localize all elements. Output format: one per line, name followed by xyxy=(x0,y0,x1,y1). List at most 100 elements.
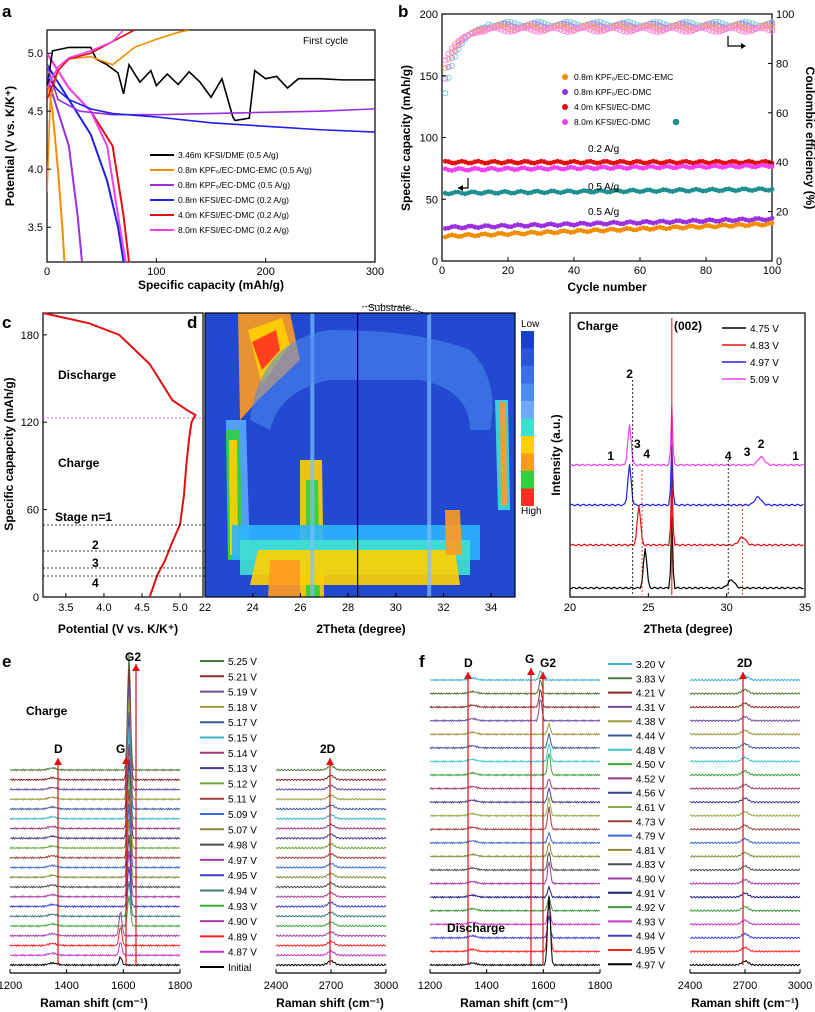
a-ytick-label-1: 4.0 xyxy=(28,164,43,176)
f-left-curve-15 xyxy=(429,861,601,886)
b-ce-point-3-23 xyxy=(514,26,522,33)
b-ce-point-3-1 xyxy=(442,57,449,64)
b-ce-point-3-89 xyxy=(732,25,739,32)
b-ce-point-1-90 xyxy=(735,20,743,28)
d2-legend-label-3: 5.09 V xyxy=(750,375,779,386)
b-ce-point-3-88 xyxy=(729,24,736,31)
f-left-curve-11 xyxy=(429,806,601,831)
b-legend-dot-0 xyxy=(562,74,568,80)
panel-d2-ylabel: Intensity (a.u.) xyxy=(549,414,563,495)
b-ce-point-2-98 xyxy=(762,22,769,29)
b-ce-point-3-92 xyxy=(742,28,749,35)
colorbar-swatch-3 xyxy=(521,383,534,401)
b-ce-point-3-31 xyxy=(541,27,548,34)
b-right-arrowhead xyxy=(741,43,746,49)
b-capacity-point-1-41 xyxy=(574,166,580,172)
b-ce-point-3-40 xyxy=(570,27,578,34)
panel-e-peak-G2: G2 xyxy=(125,650,141,664)
charge-curve-5 xyxy=(47,30,125,89)
panel-a-xlabel: Specific capacity (mAh/g) xyxy=(138,278,284,292)
d-xtick-label-3: 28 xyxy=(342,602,354,614)
panel-b-legend: 0.8m KPF₆/EC-DMC-EMC 0.8m KPF₆/EC-DMC 4.0m… xyxy=(562,72,680,127)
f-left-curve-10 xyxy=(429,797,601,818)
e-legend-label-17: 4.90 V xyxy=(228,917,257,928)
b-ce-point-3-13 xyxy=(481,28,488,35)
d-lower-orange xyxy=(268,560,300,597)
panel-e-xlabel-left: Raman shift (cm⁻¹) xyxy=(40,996,148,1010)
panel-f-plot xyxy=(429,668,801,967)
b-ce-point-3-55 xyxy=(620,27,627,35)
f-left-curve-13 xyxy=(429,841,601,859)
b-right-arrow xyxy=(727,36,742,47)
b-ce-point-3-82 xyxy=(709,27,716,35)
e-right-curve-0 xyxy=(275,764,387,772)
f-right-curve-20 xyxy=(689,946,801,953)
f-left-curve-16 xyxy=(429,885,601,899)
b-ce-point-3-80 xyxy=(702,25,710,32)
e-legend-label-2: 5.19 V xyxy=(228,688,257,699)
e-legend-label-5: 5.15 V xyxy=(228,734,257,745)
panel-e-label: e xyxy=(2,652,11,671)
e-left-curve-9 xyxy=(9,789,181,860)
colorbar-swatch-2 xyxy=(521,366,534,384)
f-legend-label-3: 4.31 V xyxy=(636,703,665,714)
colorbar-swatch-4 xyxy=(521,401,534,419)
panel-c-stage2: 2 xyxy=(92,538,99,552)
b-ce-point-3-60 xyxy=(636,25,644,32)
e-right-curve-1 xyxy=(275,774,387,782)
xrd-marker-4: 4 xyxy=(725,449,732,463)
e-left-curve-10 xyxy=(9,803,181,870)
b-ce-point-3-27 xyxy=(528,26,535,33)
f-left-curve-7 xyxy=(429,753,601,777)
e-legend-label-14: 4.95 V xyxy=(228,871,257,882)
b-ce-point-3-15 xyxy=(488,25,495,32)
panel-a-frame xyxy=(46,29,376,263)
panel-d2-xticks: 20 25 30 35 xyxy=(564,593,811,614)
discharge-curve-4 xyxy=(47,52,127,262)
b-ce-point-3-35 xyxy=(554,25,561,32)
b-y2tick-label-0: 0 xyxy=(776,256,782,268)
b-ce-point-0-29 xyxy=(534,18,541,26)
b-ce-point-3-81 xyxy=(706,26,713,33)
b-y2tick-label-3: 60 xyxy=(776,108,788,120)
b-ce-point-3-67 xyxy=(660,27,667,34)
f-left-curve-6 xyxy=(429,743,601,764)
b-ce-point-2-71 xyxy=(673,22,680,29)
b-ce-point-3-72 xyxy=(676,26,683,33)
panel-a-ylabel: Potential (V vs. K/K⁺) xyxy=(3,86,17,206)
d-lower-yellow xyxy=(250,550,460,585)
b-legend-dot-2 xyxy=(562,104,568,110)
b-ce-point-3-56 xyxy=(623,28,630,35)
e-right-curve-20 xyxy=(275,959,387,967)
b-capacity-point-1-12 xyxy=(479,167,484,173)
e-left-curve-19 xyxy=(9,942,181,957)
e-legend-label-1: 5.21 V xyxy=(228,672,257,683)
d2-xtick-label-0: 20 xyxy=(564,602,576,614)
f-xtick-right-label-2: 3000 xyxy=(788,980,812,992)
f-right-curve-1 xyxy=(689,688,801,696)
xrd-marker-5: 3 xyxy=(744,445,751,459)
c-ytick-label-0: 0 xyxy=(33,592,39,604)
e-right-curve-3 xyxy=(275,794,387,801)
f-left-curve-2 xyxy=(429,688,601,709)
colorbar-swatch-1 xyxy=(521,348,534,366)
b-ytick-label-0: 0 xyxy=(432,256,438,268)
f-right-curve-14 xyxy=(689,864,801,872)
b-legend-label-1: 0.8m KPF₆/EC-DMC xyxy=(574,87,652,97)
f-legend-label-15: 4.90 V xyxy=(636,875,665,886)
e-legend-label-15: 4.94 V xyxy=(228,887,257,898)
f-xtick-left-label-2: 1600 xyxy=(531,980,555,992)
e-right-curve-18 xyxy=(275,940,387,948)
b-ce-point-3-30 xyxy=(537,28,545,35)
c-ytick-label-3: 180 xyxy=(21,330,39,342)
b-ce-point-3-64 xyxy=(650,27,657,35)
panel-c-frame xyxy=(42,312,204,598)
b-ce-point-3-46 xyxy=(590,27,597,35)
e-left-curve-7 xyxy=(9,759,181,840)
f-legend-label-14: 4.83 V xyxy=(636,860,665,871)
panel-c-yticks: 0 60 120 180 xyxy=(21,330,47,604)
e-right-curve-9 xyxy=(275,852,387,860)
panel-f-title: Discharge xyxy=(447,921,505,935)
b-ce-point-0-1 xyxy=(442,90,449,97)
